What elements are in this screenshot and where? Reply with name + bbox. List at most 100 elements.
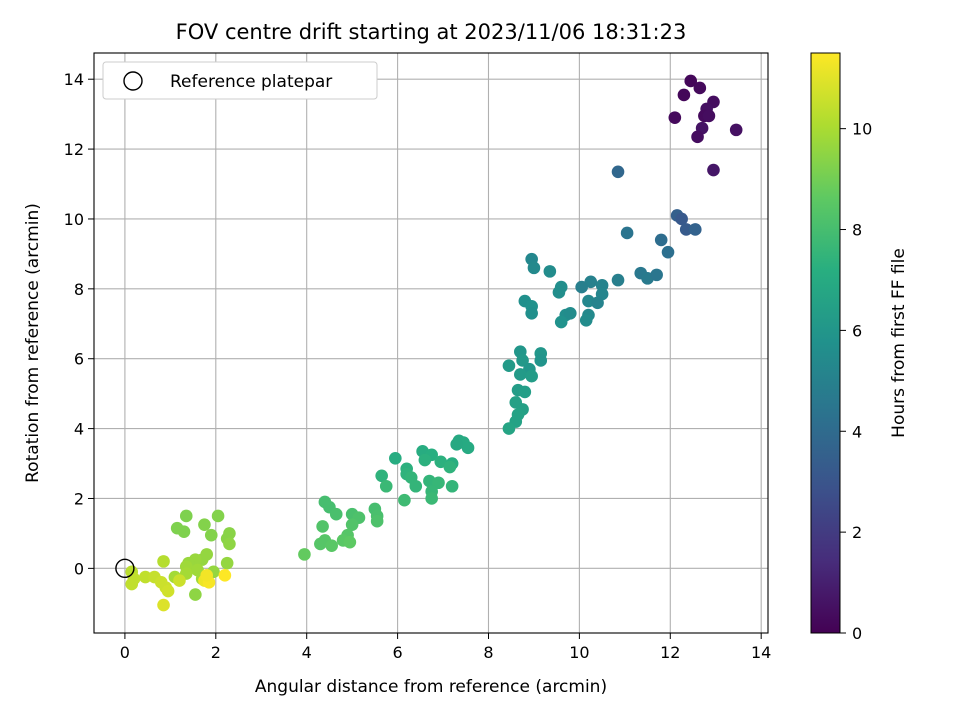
data-point [688, 223, 702, 236]
data-point [418, 453, 432, 467]
colorbar-label: Hours from first FF file [889, 248, 909, 438]
data-point [204, 528, 218, 542]
data-point [461, 441, 475, 455]
data-point [316, 520, 329, 533]
y-tick-label: 0 [74, 559, 84, 578]
x-tick-label: 8 [483, 643, 493, 662]
colorbar-tick-label: 0 [852, 624, 862, 643]
y-tick-label: 12 [64, 140, 84, 159]
data-point [314, 537, 327, 551]
data-point [525, 307, 538, 320]
data-point [325, 539, 338, 552]
data-point [661, 245, 675, 259]
x-tick-label: 4 [302, 643, 312, 662]
data-point [161, 584, 175, 598]
data-point [198, 518, 211, 531]
data-point [516, 354, 529, 367]
data-point [591, 296, 604, 310]
data-point [729, 123, 743, 137]
data-point [443, 460, 457, 474]
data-point [679, 223, 693, 236]
y-tick-label: 10 [64, 210, 84, 229]
data-point [620, 226, 634, 240]
data-point [702, 109, 716, 123]
x-tick-label: 6 [393, 643, 403, 662]
legend-label: Reference platepar [170, 72, 332, 92]
data-point [189, 588, 202, 601]
data-point [218, 569, 232, 582]
data-point [375, 469, 388, 483]
data-point [157, 555, 170, 568]
colorbar-ticks: 0 2 4 6 8 10 [840, 120, 872, 643]
data-point [595, 279, 609, 292]
data-point [611, 273, 625, 287]
data-point [575, 280, 588, 294]
data-point [329, 507, 343, 521]
data-point [527, 261, 541, 275]
data-point [450, 438, 463, 451]
data-point [370, 514, 384, 528]
data-point [691, 130, 704, 144]
colorbar-tick-label: 4 [852, 422, 862, 441]
data-point [518, 385, 532, 399]
data-point [211, 509, 225, 523]
data-point [398, 493, 411, 507]
data-point [432, 476, 445, 490]
y-tick-label: 2 [74, 489, 84, 508]
data-point [425, 492, 438, 505]
data-point [534, 354, 548, 367]
data-point [514, 368, 527, 381]
y-axis-ticks: 0 2 4 6 8 10 12 14 [64, 70, 94, 578]
data-point [502, 422, 516, 435]
data-point [693, 81, 707, 95]
reference-platepar-marker [115, 558, 135, 579]
data-point [611, 165, 625, 179]
data-point [298, 548, 311, 561]
data-point [525, 369, 538, 383]
data-point [389, 452, 402, 465]
data-point [379, 479, 393, 493]
x-tick-label: 2 [211, 643, 221, 662]
data-point [200, 569, 214, 582]
data-point [579, 313, 593, 327]
data-point [684, 74, 698, 88]
plot-frame [93, 52, 769, 634]
y-tick-label: 6 [74, 350, 84, 369]
legend-box [102, 61, 378, 100]
colorbar: 0 2 4 6 8 10 Hours from first FF file [810, 52, 909, 643]
data-point [345, 518, 359, 531]
data-point [157, 598, 170, 612]
data-point [177, 525, 191, 538]
data-point [220, 556, 234, 570]
data-point [650, 268, 663, 282]
x-tick-label: 12 [660, 643, 680, 662]
x-axis-label: Angular distance from reference (arcmin) [255, 677, 607, 697]
data-points [125, 74, 743, 612]
data-point [677, 88, 691, 102]
chart-title: FOV centre drift starting at 2023/11/06 … [176, 20, 687, 44]
y-tick-label: 8 [74, 280, 84, 299]
x-axis-ticks: 0 2 4 6 8 10 12 14 [120, 633, 771, 662]
data-point [125, 577, 139, 591]
colorbar-tick-label: 8 [852, 221, 862, 240]
data-point [139, 570, 152, 584]
legend-marker [123, 71, 143, 91]
data-point [675, 212, 688, 226]
data-point [223, 537, 236, 551]
y-tick-label: 14 [64, 70, 84, 89]
data-point [552, 286, 566, 299]
colorbar-tick-label: 10 [852, 120, 872, 139]
data-point [409, 479, 423, 493]
colorbar-tick-label: 6 [852, 321, 862, 340]
x-tick-label: 0 [120, 643, 130, 662]
data-point [654, 233, 668, 247]
data-point [179, 509, 193, 523]
data-point [668, 111, 682, 124]
data-point [343, 535, 357, 549]
data-point [502, 359, 516, 373]
data-point [707, 163, 720, 177]
data-point [563, 307, 577, 320]
y-tick-label: 4 [74, 420, 84, 439]
data-point [554, 315, 568, 329]
